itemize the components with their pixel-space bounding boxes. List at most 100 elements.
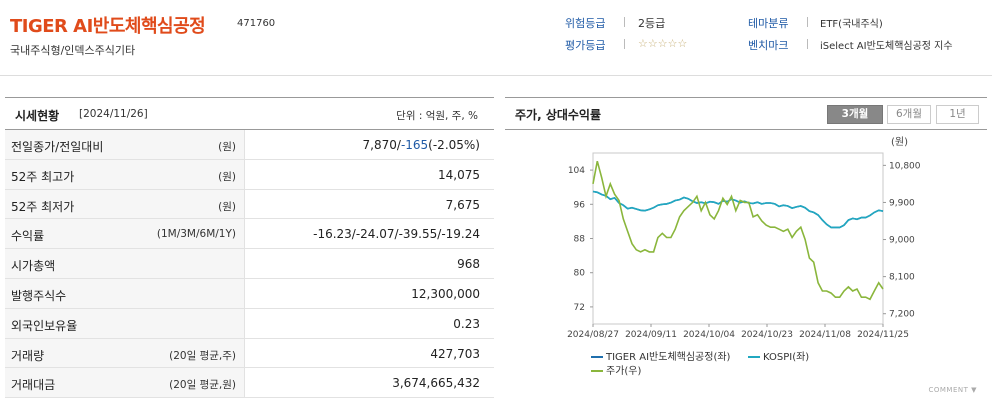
series-line-kospi	[592, 190, 884, 229]
table-row: 시가총액 968	[5, 249, 494, 279]
legend-item-price: 주가(우)	[591, 362, 641, 377]
period-1y-button[interactable]: 1년	[936, 105, 979, 124]
risk-grade-link[interactable]: 위험등급	[565, 17, 606, 30]
y-left-tick-label: 104	[568, 166, 585, 176]
row-label: 외국인보유율	[11, 318, 78, 333]
row-label-cell: 발행주식수	[5, 278, 245, 308]
row-label-cell: 52주 최고가 (원)	[5, 159, 245, 189]
row-label: 52주 최저가	[11, 199, 75, 214]
row-label: 전일종가/전일대비	[11, 140, 104, 154]
table-row: 거래량 (20일 평균,주) 427,703	[5, 338, 494, 369]
legend-item-fund: TIGER AI반도체핵심공정(좌)	[591, 348, 730, 363]
row-label: 발행주식수	[11, 288, 67, 303]
divider	[807, 39, 808, 49]
x-tick-label: 2024/10/23	[741, 330, 793, 340]
market-status-title: 시세현황	[15, 109, 60, 123]
market-status-panel: 시세현황 [2024/11/26] 단위 : 억원, 주, % 전일종가/전일대…	[5, 97, 494, 402]
y-left-tick-label: 80	[574, 269, 586, 279]
theme-category-value: ETF(국내주식)	[820, 19, 883, 30]
period-3m-button[interactable]: 3개월	[827, 105, 883, 124]
legend-label: 주가(우)	[606, 366, 642, 377]
row-label-cell: 전일종가/전일대비 (원)	[5, 130, 245, 159]
fund-code: 471760	[237, 18, 276, 29]
unit-label: 단위 : 억원, 주, %	[396, 110, 478, 122]
divider	[807, 17, 808, 27]
row-label: 거래대금	[11, 378, 56, 393]
row-label-cell: 외국인보유율	[5, 308, 245, 338]
price-relative-return-chart: (원) 104 96 88 80 72 10,800 9,900 9,000 8,100 7,200…	[567, 136, 921, 340]
return-1m: -16.23	[313, 227, 352, 242]
prev-close-value: 7,870/-165(-2.05%)	[362, 138, 480, 152]
y-right-tick-label: 8,100	[889, 273, 915, 283]
y-left-tick-label: 72	[574, 303, 585, 313]
row-sublabel: (원)	[218, 170, 236, 183]
table-row: 발행주식수 12,300,000	[5, 278, 494, 309]
table-row: 외국인보유율 0.23	[5, 308, 494, 339]
chart-panel-title: 주가, 상대수익률	[515, 108, 602, 122]
legend-item-kospi: KOSPI(좌)	[748, 348, 809, 363]
y-right-tick-label: 7,200	[889, 310, 915, 320]
plot-area	[592, 152, 884, 325]
divider	[624, 39, 625, 49]
row-label: 거래량	[11, 348, 45, 363]
comment-toggle[interactable]: COMMENT ▼	[928, 386, 977, 394]
legend-swatch	[748, 356, 760, 358]
row-sublabel: (20일 평균,원)	[169, 379, 236, 392]
return-6m: -39.55	[398, 227, 438, 242]
table-row: 52주 최고가 (원) 14,075	[5, 159, 494, 190]
y-right-tick-label: 9,000	[889, 236, 915, 246]
row-value: 968	[457, 257, 480, 272]
x-tick-label: 2024/10/04	[683, 330, 735, 340]
row-value: 427,703	[430, 346, 480, 361]
row-value: 12,300,000	[411, 286, 480, 301]
market-status-header: 시세현황 [2024/11/26] 단위 : 억원, 주, %	[5, 98, 494, 130]
prev-close: 7,870	[362, 138, 397, 152]
table-row: 거래대금 (20일 평균,원) 3,674,665,432	[5, 368, 494, 399]
row-label: 수익률	[11, 229, 45, 244]
return-3m: -24.07	[355, 227, 395, 242]
benchmark-value: iSelect AI반도체핵심공정 지수	[820, 41, 953, 52]
x-tick-label: 2024/11/08	[799, 330, 851, 340]
fund-type: 국내주식형/인덱스주식기타	[10, 44, 136, 57]
row-label: 시가총액	[11, 259, 56, 274]
price-change: -165	[400, 138, 429, 152]
row-label-cell: 52주 최저가 (원)	[5, 189, 245, 219]
table-row: 52주 최저가 (원) 7,675	[5, 189, 494, 220]
row-label-cell: 거래대금 (20일 평균,원)	[5, 368, 245, 398]
x-tick-label: 2024/08/27	[567, 330, 619, 340]
price-change-pct: (-2.05%)	[428, 138, 480, 152]
row-sublabel: (원)	[218, 141, 236, 153]
row-label-cell: 시가총액	[5, 249, 245, 278]
market-status-date: [2024/11/26]	[79, 108, 148, 120]
rating-stars: ☆☆☆☆☆	[638, 37, 688, 50]
row-sublabel: (1M/3M/6M/1Y)	[156, 228, 236, 241]
row-value: 7,675	[445, 197, 480, 212]
y-right-tick-label: 9,900	[889, 198, 915, 208]
x-tick-label: 2024/09/11	[625, 330, 677, 340]
series-line-price	[592, 160, 884, 301]
fund-name: TIGER AI반도체핵심공정	[10, 16, 206, 37]
period-6m-button[interactable]: 6개월	[887, 105, 931, 124]
returns-value: -16.23/-24.07/-39.55/-19.24	[313, 227, 480, 242]
chart-panel: 주가, 상대수익률 3개월 6개월 1년 (원) 104 96 88 80 72 10,80…	[505, 97, 987, 402]
row-label-cell: 수익률 (1M/3M/6M/1Y)	[5, 219, 245, 249]
y-right-tick-label: 10,800	[889, 161, 921, 171]
legend-swatch	[591, 370, 603, 372]
theme-category-link[interactable]: 테마분류	[748, 17, 789, 30]
divider	[624, 17, 625, 27]
row-label-cell: 거래량 (20일 평균,주)	[5, 338, 245, 368]
fund-header: TIGER AI반도체핵심공정 471760 국내주식형/인덱스주식기타 위험등…	[0, 0, 992, 76]
row-value: 14,075	[438, 167, 480, 182]
table-row: 전일종가/전일대비 (원) 7,870/-165(-2.05%)	[5, 130, 494, 160]
chart-panel-header: 주가, 상대수익률 3개월 6개월 1년	[505, 98, 987, 130]
benchmark-link[interactable]: 벤치마크	[748, 39, 789, 52]
row-label: 52주 최고가	[11, 169, 75, 184]
rating-grade-link[interactable]: 평가등급	[565, 39, 606, 52]
legend-label: KOSPI(좌)	[763, 352, 810, 363]
x-tick-label: 2024/11/25	[857, 330, 909, 340]
row-value: 3,674,665,432	[392, 376, 480, 391]
y-left-tick-label: 96	[574, 200, 586, 210]
y-unit-label: (원)	[891, 136, 908, 148]
row-sublabel: (20일 평균,주)	[169, 349, 236, 362]
return-1y: -19.24	[441, 227, 480, 242]
